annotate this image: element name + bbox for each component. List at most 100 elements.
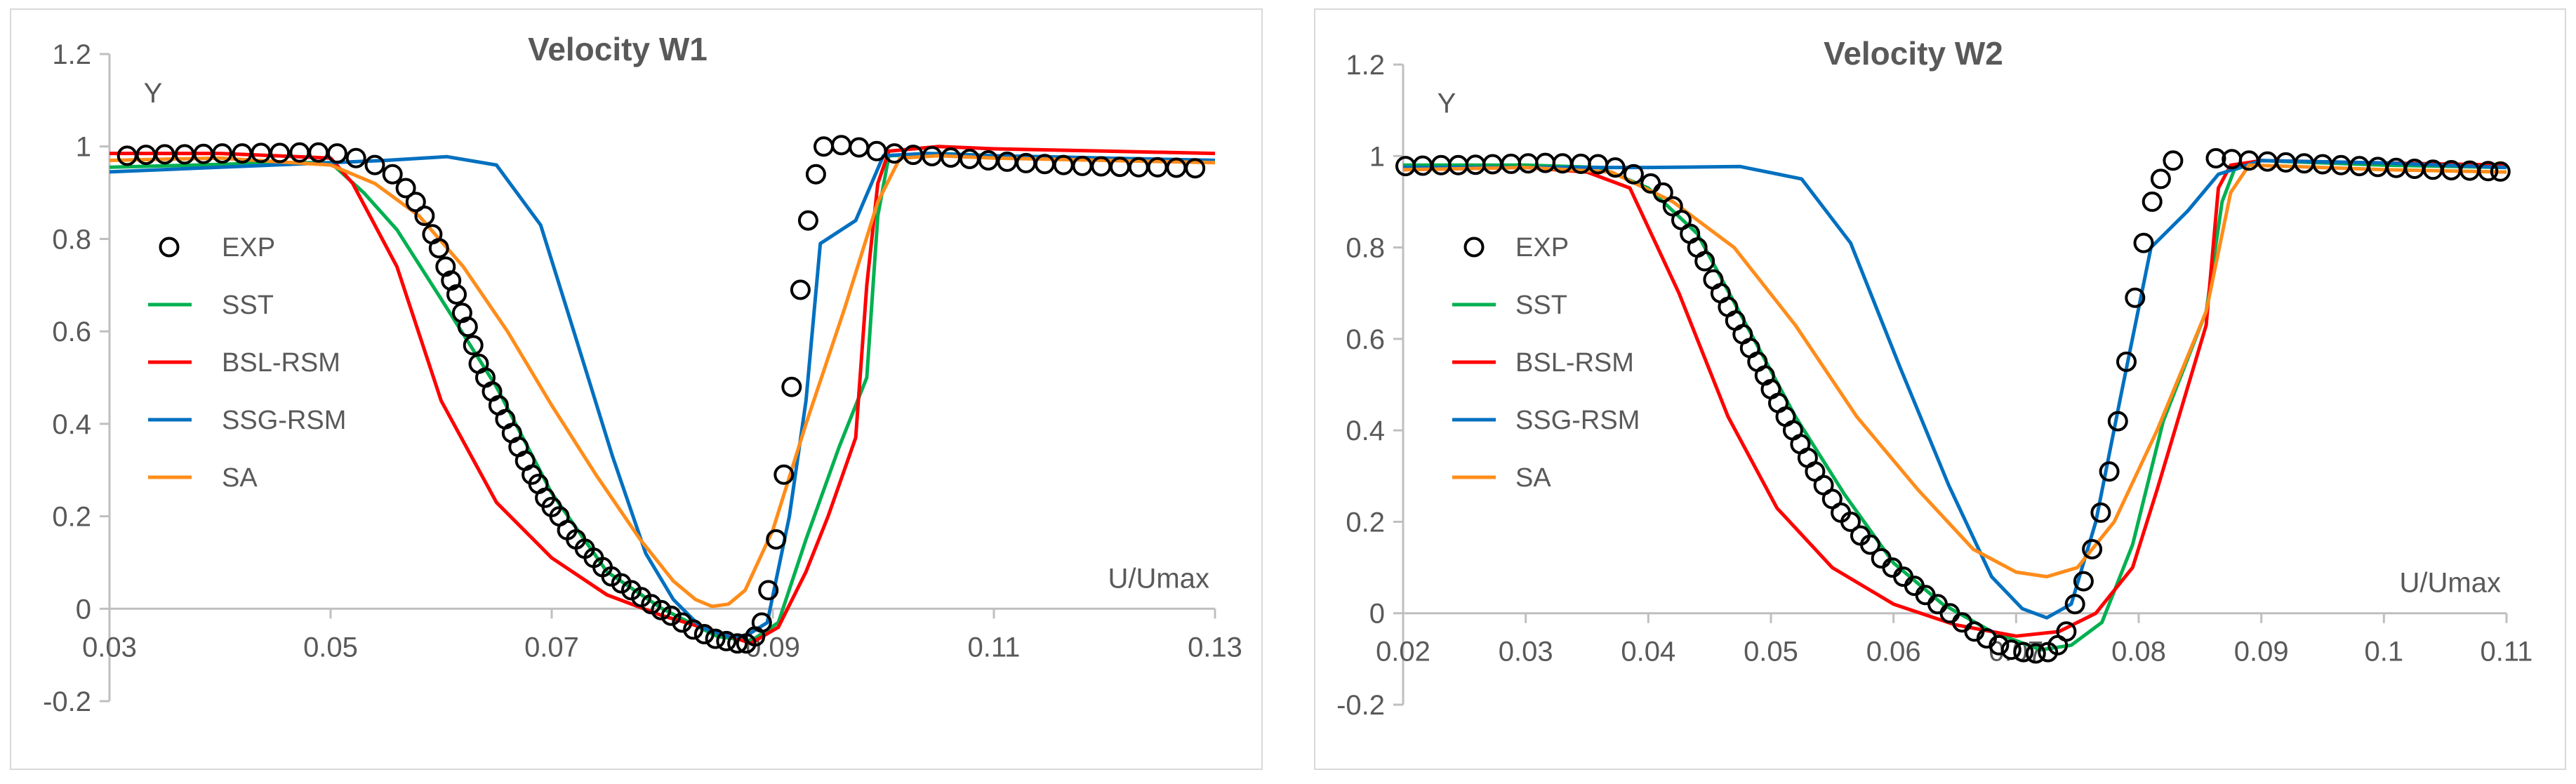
- data-point-exp: [428, 238, 449, 259]
- data-point-exp: [2133, 232, 2154, 253]
- data-point-exp: [117, 145, 138, 166]
- series-line-ssg-rsm: [109, 152, 1216, 639]
- data-point-exp: [1860, 534, 1880, 555]
- data-point-exp: [751, 612, 772, 633]
- legend-label-sst: SST: [1515, 291, 1567, 320]
- y-tick-label: 0.4: [52, 409, 91, 440]
- data-point-exp: [2099, 461, 2120, 482]
- x-tick-label: 0.09: [2234, 637, 2289, 667]
- y-tick-label: 1: [1369, 141, 1385, 172]
- series-line-sst: [1403, 159, 2507, 652]
- data-point-exp: [414, 206, 435, 226]
- x-tick-label: 0.05: [1744, 637, 1798, 667]
- data-point-exp: [1518, 153, 1539, 174]
- x-tick-label: 0.13: [1188, 632, 1242, 663]
- data-point-exp: [457, 317, 478, 338]
- chart-velocity-w2: Velocity W2 -0.2 0 0.2 0.4 0.6 0.8 1 1.2 0.02 0.03…: [1336, 35, 2533, 721]
- data-point-exp: [651, 599, 672, 620]
- data-point-exp: [2478, 161, 2499, 182]
- y-tick-label: 0: [1369, 599, 1385, 630]
- data-point-exp: [683, 619, 704, 640]
- data-point-exp: [2090, 502, 2111, 523]
- series-line-sa: [109, 154, 1216, 609]
- y-tick-label: 0.8: [1346, 233, 1385, 264]
- data-point-exp: [774, 464, 795, 485]
- x-tick-label: 0.11: [968, 632, 1021, 663]
- data-point-exp: [758, 580, 779, 601]
- x-axis-label: U/Umax: [2400, 568, 2501, 599]
- data-point-exp: [1185, 158, 1206, 179]
- x-tick-label: 0.04: [1621, 637, 1675, 667]
- data-point-exp: [641, 594, 662, 615]
- data-point-exp: [1694, 251, 1715, 272]
- y-axis-label: Y: [144, 78, 163, 109]
- x-tick-label: 0.07: [524, 632, 579, 663]
- data-point-exp: [790, 279, 811, 300]
- data-point-exp: [797, 210, 818, 231]
- data-point-exp: [2056, 621, 2077, 642]
- legend-label-ssg-rsm: SSG-RSM: [1515, 406, 1640, 435]
- y-tick-label: 1.2: [1346, 50, 1385, 81]
- x-tick-label: 0.03: [1499, 637, 1553, 667]
- legend-label-sa: SA: [222, 463, 258, 493]
- data-point-exp: [1652, 182, 1673, 203]
- data-point-exp: [1623, 164, 1644, 185]
- data-point-exp: [2013, 642, 2034, 663]
- data-point-exp: [463, 335, 484, 356]
- data-point-exp: [2116, 351, 2137, 372]
- x-tick-label: 0.06: [1866, 637, 1921, 667]
- data-point-exp: [831, 135, 852, 156]
- y-tick-label: 0.8: [52, 224, 91, 255]
- y-tick-label: -0.2: [43, 686, 91, 717]
- data-point-exp: [2064, 594, 2085, 615]
- data-point-exp: [1989, 634, 2010, 656]
- x-tick-label: 0.1: [2365, 637, 2404, 667]
- data-point-exp: [345, 147, 366, 168]
- y-tick-label: 0.4: [1346, 416, 1385, 446]
- data-point-exp: [2142, 191, 2163, 212]
- series-line-ssg-rsm: [1403, 159, 2507, 620]
- data-point-exp: [2205, 148, 2226, 168]
- legend-label-sa: SA: [1515, 463, 1551, 493]
- y-tick-label: -0.2: [1336, 690, 1385, 721]
- y-tick-label: 0: [76, 594, 91, 625]
- x-tick-label: 0.11: [2481, 637, 2533, 667]
- data-point-exp: [727, 633, 748, 654]
- legend-label-exp: EXP: [1515, 233, 1569, 263]
- data-point-exp: [2000, 639, 2021, 660]
- y-tick-label: 0.6: [1346, 324, 1385, 355]
- data-point-exp: [866, 140, 887, 161]
- x-tick-label: 0.02: [1376, 637, 1430, 667]
- data-point-exp: [405, 192, 426, 213]
- data-point-exp: [2082, 539, 2103, 559]
- chart-title: Velocity W2: [1824, 35, 2003, 72]
- data-point-exp: [2368, 157, 2389, 178]
- data-point-exp: [364, 154, 385, 175]
- y-tick-label: 0.6: [52, 317, 91, 347]
- data-point-exp: [2107, 411, 2128, 432]
- legend-label-bsl-rsm: BSL-RSM: [222, 348, 340, 378]
- y-axis-label: Y: [1438, 88, 1456, 119]
- data-point-exp: [2073, 571, 2094, 592]
- data-point-exp: [766, 529, 787, 550]
- chart-title: Velocity W1: [528, 31, 708, 67]
- data-point-exp: [705, 628, 726, 649]
- data-point-exp: [1840, 511, 1861, 532]
- x-tick-label: 0.03: [82, 632, 137, 663]
- data-point-exp: [672, 612, 693, 633]
- y-tick-label: 0.2: [52, 502, 91, 533]
- data-point-exp: [2163, 150, 2184, 171]
- data-point-exp: [2025, 643, 2046, 664]
- data-point-exp: [395, 178, 416, 199]
- y-tick-label: 1: [76, 132, 91, 163]
- data-point-exp: [716, 630, 737, 651]
- legend-marker-exp: [159, 237, 180, 258]
- legend-marker-exp: [1463, 237, 1485, 258]
- data-point-exp: [446, 284, 467, 305]
- x-axis-label: U/Umax: [1108, 563, 1209, 594]
- data-point-exp: [326, 143, 347, 164]
- legend-label-bsl-rsm: BSL-RSM: [1515, 348, 1634, 378]
- chart-panel-velocity-w1: Velocity W1 -0.2 0 0.2 0.4 0.6 0.8 1 1.2 0.03 0.05…: [10, 8, 1263, 770]
- data-point-exp: [2125, 287, 2146, 308]
- series-line-bsl-rsm: [1402, 159, 2507, 638]
